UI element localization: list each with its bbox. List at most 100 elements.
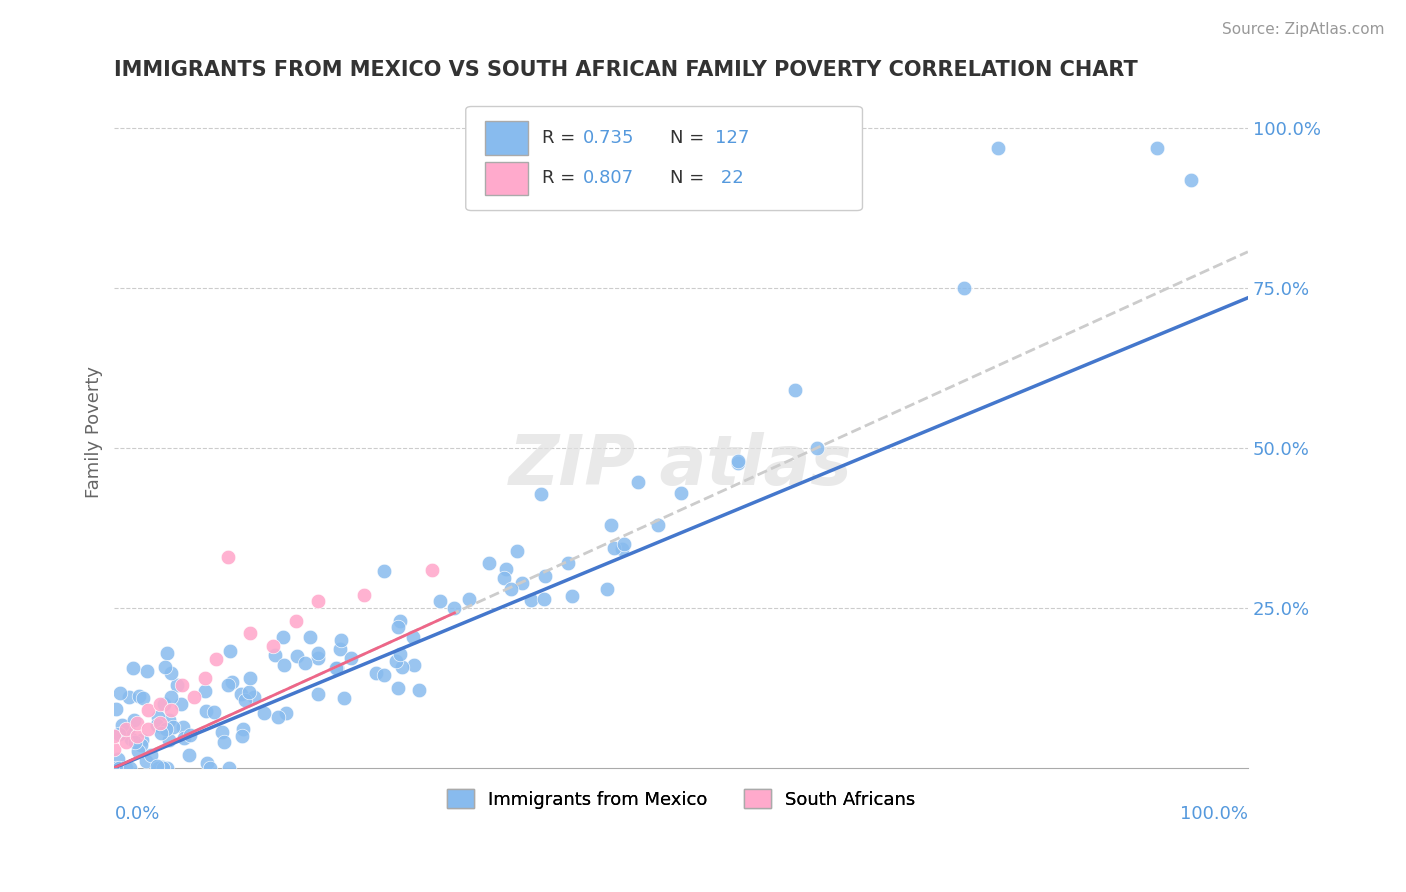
Point [152, 761, 174, 775]
Point [953, 281, 976, 295]
Point [218, 761, 240, 775]
Point [727, 454, 749, 468]
Point [530, 487, 553, 501]
Point [110, 686, 132, 700]
Point [1146, 140, 1168, 154]
Point [138, 703, 160, 717]
Point [325, 660, 347, 674]
Point [478, 556, 501, 570]
Point [159, 733, 181, 747]
Point [125, 729, 148, 743]
Point [221, 675, 243, 690]
Point [104, 702, 127, 716]
Point [329, 642, 352, 657]
Point [129, 738, 152, 752]
Point [276, 706, 298, 721]
Point [114, 735, 136, 749]
Point [340, 650, 363, 665]
Text: R =: R = [541, 129, 581, 147]
Point [443, 600, 465, 615]
Point [561, 589, 583, 603]
Text: N =: N = [669, 129, 710, 147]
Point [408, 683, 430, 698]
Point [121, 661, 143, 675]
Point [457, 591, 479, 606]
Point [613, 537, 636, 551]
Text: 0.735: 0.735 [582, 129, 634, 147]
Point [262, 639, 284, 653]
Point [506, 543, 529, 558]
Point [211, 724, 233, 739]
Point [205, 652, 228, 666]
Point [115, 761, 138, 775]
Point [172, 677, 194, 691]
Point [194, 704, 217, 718]
Point [987, 140, 1010, 154]
Point [166, 678, 188, 692]
Point [603, 541, 626, 555]
Point [330, 632, 353, 647]
Point [307, 651, 329, 665]
Point [285, 649, 308, 664]
Point [111, 718, 134, 732]
Point [294, 656, 316, 670]
Point [391, 660, 413, 674]
Point [146, 761, 169, 775]
Text: 100.0%: 100.0% [1180, 805, 1249, 822]
Point [179, 748, 201, 763]
Point [557, 556, 579, 570]
Point [153, 659, 176, 673]
Point [253, 706, 276, 721]
Point [1180, 172, 1202, 186]
Text: R =: R = [541, 169, 581, 187]
Point [132, 690, 155, 705]
FancyBboxPatch shape [465, 106, 862, 211]
Point [194, 671, 217, 685]
Point [183, 690, 205, 705]
Point [239, 671, 262, 685]
Point [150, 726, 173, 740]
Point [179, 728, 201, 742]
Point [156, 646, 179, 660]
Point [307, 646, 329, 660]
Point [402, 658, 425, 673]
Point [127, 744, 149, 758]
Point [150, 760, 173, 774]
Point [120, 731, 142, 746]
Point [242, 690, 264, 704]
Point [138, 723, 160, 737]
Point [124, 734, 146, 748]
Point [148, 710, 170, 724]
Text: IMMIGRANTS FROM MEXICO VS SOUTH AFRICAN FAMILY POVERTY CORRELATION CHART: IMMIGRANTS FROM MEXICO VS SOUTH AFRICAN … [114, 60, 1139, 79]
Point [388, 614, 411, 628]
Point [149, 697, 172, 711]
Point [157, 713, 180, 727]
Point [402, 630, 425, 644]
Point [373, 668, 395, 682]
Point [217, 677, 239, 691]
Point [122, 713, 145, 727]
Point [429, 594, 451, 608]
Point [108, 727, 131, 741]
Point [596, 582, 619, 597]
Text: Source: ZipAtlas.com: Source: ZipAtlas.com [1222, 22, 1385, 37]
Point [103, 741, 125, 756]
FancyBboxPatch shape [485, 121, 529, 155]
Point [389, 647, 412, 661]
Point [627, 475, 650, 489]
Point [153, 697, 176, 711]
Point [170, 697, 193, 711]
Point [194, 684, 217, 698]
Point [135, 755, 157, 769]
Point [103, 729, 125, 743]
Point [107, 751, 129, 765]
Point [420, 562, 443, 576]
Point [173, 731, 195, 746]
Point [155, 723, 177, 737]
Point [233, 693, 256, 707]
Point [172, 720, 194, 734]
Point [146, 717, 169, 731]
Point [217, 549, 239, 564]
Point [387, 620, 409, 634]
Point [160, 690, 183, 705]
